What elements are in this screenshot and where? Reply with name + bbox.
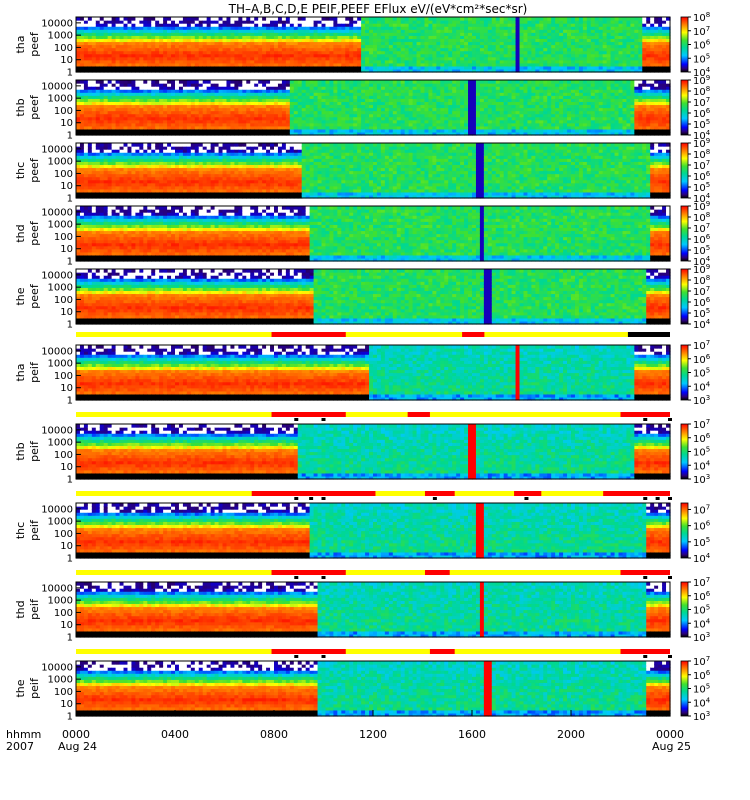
spectrogram-cell	[191, 17, 196, 21]
spectrogram-cell	[385, 17, 390, 21]
spectrogram-cell	[314, 17, 319, 21]
spectrogram-cell	[139, 17, 144, 21]
spectrogram-cell	[254, 17, 259, 21]
spectrogram-cell	[424, 17, 429, 21]
spectrogram-cell	[413, 17, 418, 21]
spectrogram-cell	[258, 17, 263, 21]
spectrogram-cell	[373, 17, 378, 21]
spectrogram-cell	[428, 17, 433, 21]
spectrogram-cell	[219, 17, 224, 21]
spectrogram-cell	[163, 17, 168, 21]
spectrogram-cell	[96, 17, 101, 21]
spectrogram-cell	[76, 17, 81, 21]
spectrogram-cell	[325, 17, 330, 21]
spectrogram-figure: TH–A,B,C,D,E PEIF,PEEF EFlux eV/(eV*cm²*…	[0, 0, 750, 800]
spectrogram-cell	[381, 17, 386, 21]
spectrogram-cell	[286, 17, 291, 21]
spectrogram-cell	[448, 17, 453, 21]
spectrogram-cell	[361, 17, 366, 21]
spectrogram-cell	[131, 17, 136, 21]
spectrogram-cell	[223, 17, 228, 21]
spectrogram-cell	[167, 17, 172, 21]
spectrogram-cell	[369, 17, 374, 21]
spectrogram-cell	[345, 17, 350, 21]
spectrogram-cell	[417, 17, 422, 21]
spectrogram-cell	[302, 17, 307, 21]
spectrogram-cell	[393, 17, 398, 21]
spectrogram-cell	[147, 17, 152, 21]
spectrogram-cell	[112, 17, 117, 21]
spectrogram-cell	[127, 17, 132, 21]
spectrogram-cell	[104, 17, 109, 21]
spectrogram-cell	[262, 17, 267, 21]
spectrogram-cell	[211, 17, 216, 21]
spectrogram-cell	[357, 17, 362, 21]
spectrogram-cell	[108, 17, 113, 21]
spectrogram-cell	[310, 17, 315, 21]
spectrogram-cell	[329, 17, 334, 21]
spectrogram-cell	[84, 17, 89, 21]
spectrogram-cell	[143, 17, 148, 21]
spectrogram-cell	[282, 17, 287, 21]
spectrogram-cell	[397, 17, 402, 21]
spectrogram-cell	[234, 17, 239, 21]
spectrogram-cell	[333, 17, 338, 21]
spectrogram-cell	[226, 17, 231, 21]
spectrogram-cell	[405, 17, 410, 21]
spectrogram-cell	[389, 17, 394, 21]
spectrogram-cell	[349, 17, 354, 21]
spectrogram-cell	[341, 17, 346, 21]
spectrogram-cell	[294, 17, 299, 21]
spectrogram-cell	[409, 17, 414, 21]
spectrogram-cell	[377, 17, 382, 21]
spectrogram-cell	[124, 17, 129, 21]
spectrogram-cell	[306, 17, 311, 21]
spectrogram-cell	[199, 17, 204, 21]
spectrogram-cell	[278, 17, 283, 21]
spectrogram-cell	[135, 17, 140, 21]
spectrogram-cell	[298, 17, 303, 21]
spectrogram-cell	[92, 17, 97, 21]
spectrogram-cell	[337, 17, 342, 21]
spectrogram-cell	[353, 17, 358, 21]
spectrogram-cell	[179, 17, 184, 21]
spectrogram-cell	[365, 17, 370, 21]
spectrogram-cell	[215, 17, 220, 21]
spectrogram-cell	[88, 17, 93, 21]
spectrogram-cell	[274, 17, 279, 21]
spectrogram-cell	[80, 17, 85, 21]
spectrogram-cell	[444, 17, 449, 21]
spectrogram-cell	[120, 17, 125, 21]
spectrogram-cell	[401, 17, 406, 21]
spectrogram-cell	[270, 17, 275, 21]
spectrogram-cell	[250, 17, 255, 21]
spectrogram-cell	[242, 17, 247, 21]
spectrogram-cell	[238, 17, 243, 21]
spectrogram-cell	[171, 17, 176, 21]
spectrogram-cell	[151, 17, 156, 21]
spectrogram-cell	[183, 17, 188, 21]
spectrogram-cell	[155, 17, 160, 21]
spectrogram-cell	[159, 17, 164, 21]
spectrogram-cell	[440, 17, 445, 21]
spectrogram-cell	[230, 17, 235, 21]
spectrogram-cell	[195, 17, 200, 21]
spectrogram-cell	[322, 17, 327, 21]
spectrogram-cell	[436, 17, 441, 21]
spectrogram-cell	[203, 17, 208, 21]
spectrogram-cell	[187, 17, 192, 21]
spectrogram-cell	[207, 17, 212, 21]
spectrogram-cell	[290, 17, 295, 21]
spectrogram-cell	[421, 17, 426, 21]
spectrogram-cell	[318, 17, 323, 21]
spectrogram-cell	[175, 17, 180, 21]
spectrogram-cell	[432, 17, 437, 21]
spectrogram-cell	[100, 17, 105, 21]
spectrogram-cell	[246, 17, 251, 21]
figure-title: TH–A,B,C,D,E PEIF,PEEF EFlux eV/(eV*cm²*…	[228, 2, 528, 16]
spectrogram-cell	[116, 17, 121, 21]
panels: tha peef100001000100101 104105106107108thb…	[14, 11, 711, 723]
spectrogram-cell	[266, 17, 271, 21]
